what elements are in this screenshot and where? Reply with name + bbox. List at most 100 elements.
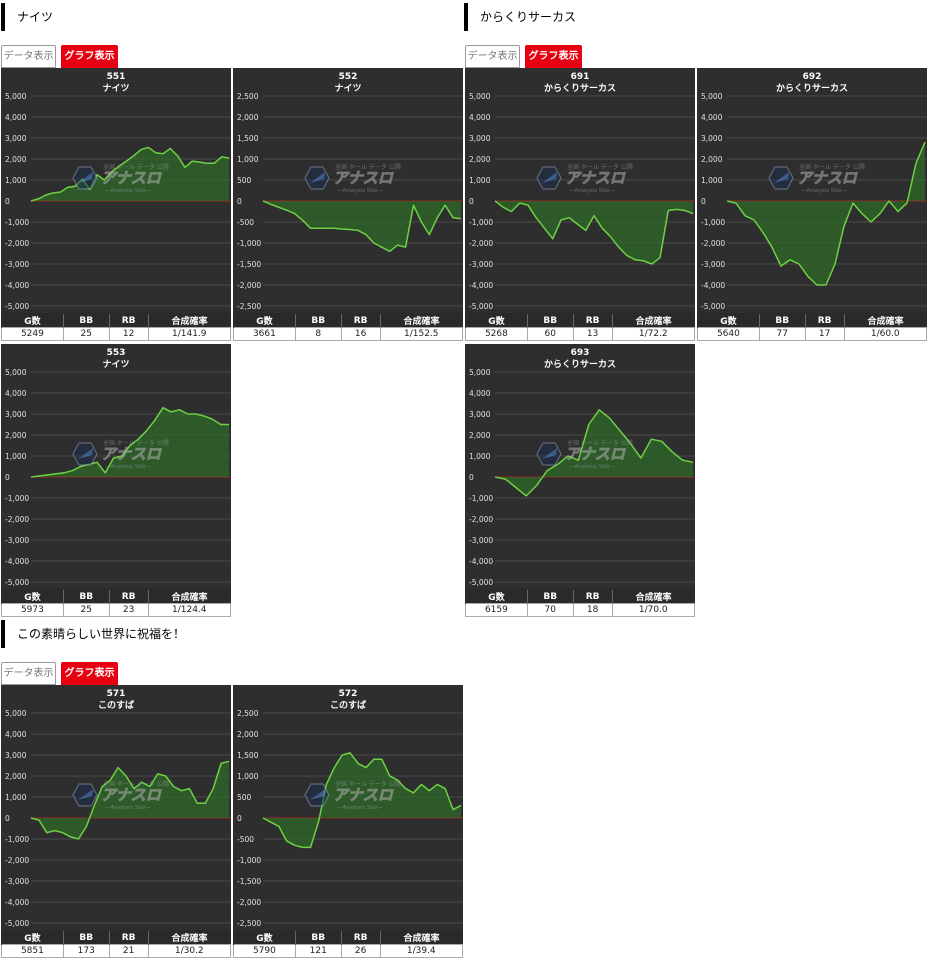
chart-background bbox=[233, 68, 463, 313]
y-tick-label: -5,000 bbox=[5, 302, 29, 311]
y-tick-label: -1,000 bbox=[469, 494, 493, 503]
y-tick-label: -3,000 bbox=[701, 260, 725, 269]
stats-value-g: 5851 bbox=[1, 944, 64, 958]
graph-view-button[interactable]: グラフ表示 bbox=[61, 45, 118, 68]
stats-value-rate: 1/124.4 bbox=[147, 603, 232, 617]
stats-header-bb: BB bbox=[758, 313, 806, 328]
logo-swoosh-icon bbox=[78, 789, 93, 800]
watermark-top-text: 全国 ホール データ 公開 bbox=[335, 780, 401, 788]
watermark-top-text: 全国 ホール データ 公開 bbox=[103, 163, 169, 171]
logo-swoosh-icon bbox=[542, 448, 557, 459]
y-tick-label: 4,000 bbox=[5, 389, 27, 398]
watermark-bottom-text: ―Analysis Slot― bbox=[569, 464, 615, 470]
chart-title: 693 bbox=[571, 348, 590, 358]
y-tick-label: 1,000 bbox=[469, 176, 491, 185]
graph-view-button[interactable]: グラフ表示 bbox=[61, 662, 118, 685]
watermark-main-text: アナスロ bbox=[333, 169, 394, 187]
chart-subtitle: このすば bbox=[98, 699, 134, 711]
y-tick-label: -2,000 bbox=[701, 239, 725, 248]
stats-header-rb: RB bbox=[572, 313, 613, 328]
stats-header-row: G数 BB RB 合成確率 bbox=[233, 313, 463, 328]
chart-title: 571 bbox=[107, 689, 126, 699]
watermark-main-text: アナスロ bbox=[797, 169, 858, 187]
chart-series-line bbox=[726, 141, 926, 286]
y-tick-label: 5,000 bbox=[5, 92, 27, 101]
chart-title: 553 bbox=[107, 348, 126, 358]
stats-table: G数 BB RB 合成確率 5973 25 23 1/124.4 bbox=[1, 589, 232, 617]
y-tick-label: 1,500 bbox=[237, 134, 259, 143]
stats-value-bb: 25 bbox=[62, 603, 110, 617]
machine-card-693: 693 からくりサーカス -5,000 -4,000 -3,000 -2,000 -1,00… bbox=[465, 344, 696, 617]
watermark-main-text: アナスロ bbox=[565, 169, 626, 187]
stats-value-g: 3661 bbox=[233, 327, 296, 341]
watermark-bottom-text: ―Analysis Slot― bbox=[569, 188, 615, 194]
stats-header-g: G数 bbox=[233, 930, 296, 945]
stats-header-row: G数 BB RB 合成確率 bbox=[1, 930, 231, 945]
stats-table: G数 BB RB 合成確率 5851 173 21 1/30.2 bbox=[1, 930, 232, 958]
y-tick-label: 0 bbox=[701, 197, 706, 206]
stats-value-rate: 1/141.9 bbox=[147, 327, 232, 341]
logo-swoosh-icon bbox=[310, 789, 325, 800]
chart-series-line bbox=[30, 406, 229, 478]
watermark-top-text: 全国 ホール データ 公開 bbox=[103, 439, 169, 447]
y-tick-label: -1,000 bbox=[469, 218, 493, 227]
watermark-top-text: 全国 ホール データ 公開 bbox=[335, 163, 401, 171]
chart-title: 552 bbox=[339, 72, 358, 82]
y-tick-label: -4,000 bbox=[5, 898, 29, 907]
stats-header-rate: 合成確率 bbox=[611, 589, 695, 604]
y-tick-label: 2,000 bbox=[5, 155, 27, 164]
y-tick-label: -4,000 bbox=[469, 281, 493, 290]
graph-view-button[interactable]: グラフ表示 bbox=[525, 45, 582, 68]
y-tick-label: -2,500 bbox=[237, 302, 261, 311]
y-tick-label: 1,000 bbox=[5, 176, 27, 185]
y-tick-label: 4,000 bbox=[701, 113, 723, 122]
y-tick-label: 0 bbox=[5, 197, 10, 206]
logo-swoosh-icon bbox=[310, 172, 325, 183]
y-tick-label: -3,000 bbox=[5, 877, 29, 886]
stats-header-rb: RB bbox=[340, 313, 381, 328]
y-tick-label: -500 bbox=[237, 218, 254, 227]
chart-subtitle: からくりサーカス bbox=[544, 359, 616, 370]
machine-card-552: 552 ナイツ -2,500 -2,000 -1,500 -1,000 -500 0 500 1,… bbox=[233, 68, 464, 341]
section-title-knights: ナイツ bbox=[1, 3, 53, 31]
stats-value-bb: 25 bbox=[62, 327, 110, 341]
stats-table: G数 BB RB 合成確率 5268 60 13 1/72.2 bbox=[465, 313, 696, 341]
stats-header-rate: 合成確率 bbox=[379, 930, 463, 945]
stats-value-rb: 23 bbox=[108, 603, 149, 617]
chart-background bbox=[465, 68, 695, 313]
machine-card-551: 551 ナイツ -5,000 -4,000 -3,000 -2,000 -1,000 0 1,0… bbox=[1, 68, 232, 341]
y-tick-label: 500 bbox=[237, 793, 252, 802]
logo-swoosh-icon bbox=[542, 172, 557, 183]
stats-header-bb: BB bbox=[62, 930, 110, 945]
stats-value-rb: 16 bbox=[340, 327, 381, 341]
watermark-bottom-text: ―Analysis Slot― bbox=[337, 805, 383, 811]
chart-subtitle: ナイツ bbox=[102, 83, 129, 94]
chart-title: 572 bbox=[339, 689, 358, 699]
y-tick-label: 500 bbox=[237, 176, 252, 185]
data-view-button[interactable]: データ表示 bbox=[1, 45, 56, 68]
y-tick-label: 0 bbox=[469, 197, 474, 206]
stats-value-row: 5640 77 17 1/60.0 bbox=[697, 327, 928, 341]
stats-value-row: 5851 173 21 1/30.2 bbox=[1, 944, 232, 958]
y-tick-label: -2,000 bbox=[5, 515, 29, 524]
stats-header-g: G数 bbox=[233, 313, 296, 328]
watermark-top-text: 全国 ホール データ 公開 bbox=[567, 439, 633, 447]
watermark-bottom-text: ―Analysis Slot― bbox=[105, 188, 151, 194]
stats-header-rate: 合成確率 bbox=[147, 589, 231, 604]
y-tick-label: 3,000 bbox=[5, 410, 27, 419]
stats-value-rate: 1/72.2 bbox=[611, 327, 696, 341]
data-view-button[interactable]: データ表示 bbox=[465, 45, 520, 68]
data-view-button[interactable]: データ表示 bbox=[1, 662, 56, 685]
stats-header-row: G数 BB RB 合成確率 bbox=[233, 930, 463, 945]
stats-header-rb: RB bbox=[108, 589, 149, 604]
stats-value-row: 5973 25 23 1/124.4 bbox=[1, 603, 232, 617]
chart-area bbox=[31, 761, 229, 839]
y-tick-label: -2,000 bbox=[469, 239, 493, 248]
stats-value-g: 5268 bbox=[465, 327, 528, 341]
